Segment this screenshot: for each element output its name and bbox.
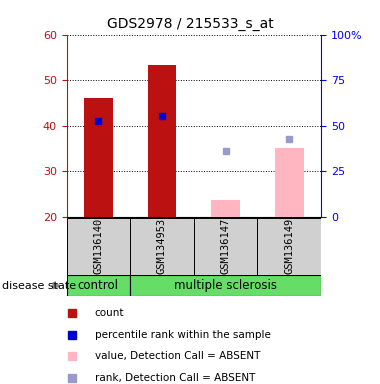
- Text: GSM134953: GSM134953: [157, 218, 167, 274]
- Bar: [211, 200, 240, 217]
- Text: GSM136149: GSM136149: [284, 218, 294, 274]
- Text: multiple sclerosis: multiple sclerosis: [174, 279, 277, 292]
- Bar: [257, 218, 321, 275]
- Text: count: count: [95, 308, 124, 318]
- Text: GDS2978 / 215533_s_at: GDS2978 / 215533_s_at: [107, 17, 273, 31]
- Text: rank, Detection Call = ABSENT: rank, Detection Call = ABSENT: [95, 373, 255, 383]
- Bar: [66, 218, 130, 275]
- Text: control: control: [78, 279, 119, 292]
- Text: value, Detection Call = ABSENT: value, Detection Call = ABSENT: [95, 351, 260, 361]
- Bar: [275, 148, 304, 217]
- Bar: [130, 218, 194, 275]
- Bar: [130, 275, 321, 296]
- Text: percentile rank within the sample: percentile rank within the sample: [95, 330, 271, 340]
- Bar: [194, 218, 258, 275]
- Text: disease state: disease state: [2, 281, 76, 291]
- Bar: [66, 275, 130, 296]
- Bar: [148, 65, 176, 217]
- Bar: [84, 98, 112, 217]
- Text: GSM136140: GSM136140: [93, 218, 103, 274]
- Text: GSM136147: GSM136147: [221, 218, 231, 274]
